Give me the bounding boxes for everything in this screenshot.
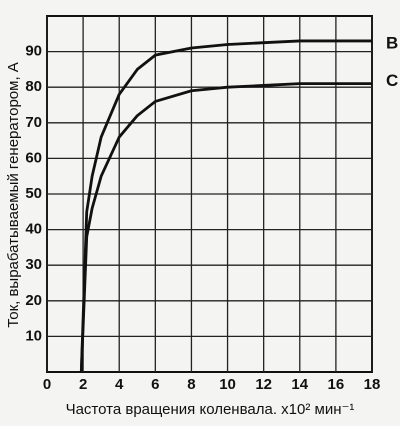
line [79,39,372,373]
series-label: C [386,71,398,90]
y-tick-label: 70 [25,114,42,131]
x-tick-label: 2 [79,376,87,393]
y-tick-label: 50 [25,185,42,202]
x-tick-label: 14 [291,376,308,393]
x-tick-label: 18 [364,376,381,393]
y-axis-label: Ток, вырабатываемый генератором, А [5,62,22,328]
x-tick-label: 12 [255,376,272,393]
x-tick-label: 4 [115,376,124,393]
x-axis-label: Частота вращения коленвала. x10² мин⁻¹ [66,401,355,418]
line [79,82,372,373]
y-tick-label: 30 [25,256,42,273]
x-tick-label: 8 [187,376,195,393]
x-tick-label: 6 [151,376,159,393]
y-tick-label: 20 [25,292,42,309]
y-tick-label: 40 [25,221,42,238]
series-label: B [386,33,398,52]
x-tick-label: 0 [43,376,51,393]
x-tick-label: 10 [219,376,236,393]
y-tick-label: 10 [25,327,42,344]
y-tick-label: 90 [25,43,42,60]
x-tick-label: 16 [328,376,345,393]
y-tick-label: 60 [25,149,42,166]
y-tick-label: 80 [25,78,42,95]
